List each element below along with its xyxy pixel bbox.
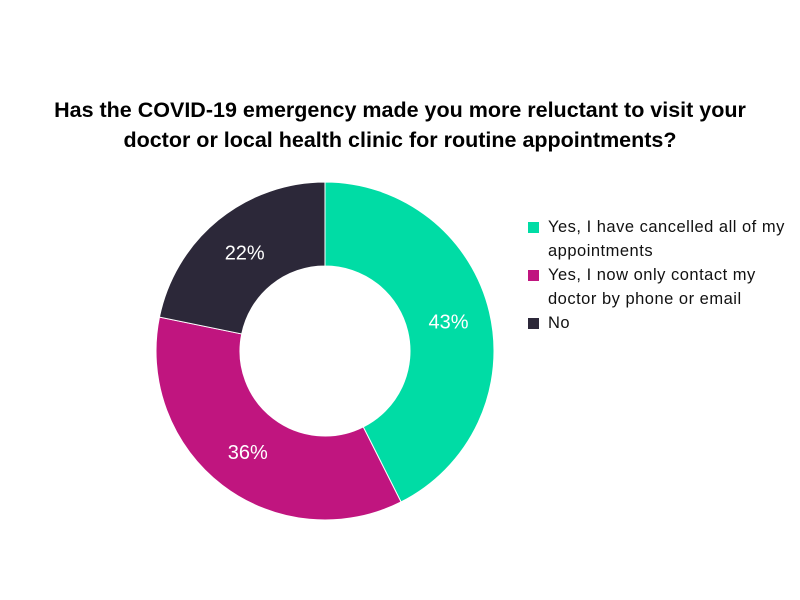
- legend-swatch: [528, 270, 539, 281]
- legend-label: Yes, I now only contact my doctor by pho…: [548, 266, 756, 308]
- chart-title-line-1: Has the COVID-19 emergency made you more…: [54, 98, 746, 122]
- chart-title-line-2: doctor or local health clinic for routin…: [123, 128, 677, 152]
- slice-phone-email: [155, 316, 402, 521]
- legend-item-no: No: [528, 311, 798, 335]
- legend-item-phone-email: Yes, I now only contact my doctor by pho…: [528, 263, 798, 311]
- slice-cancelled: [324, 181, 495, 503]
- legend: Yes, I have cancelled all of my appointm…: [528, 215, 798, 335]
- legend-swatch: [528, 318, 539, 329]
- legend-label: No: [548, 314, 571, 332]
- legend-label: Yes, I have cancelled all of my appointm…: [548, 218, 785, 260]
- slice-no: [158, 181, 326, 335]
- data-label: 43%: [429, 312, 469, 334]
- chart-title: Has the COVID-19 emergency made you more…: [0, 95, 800, 155]
- legend-swatch: [528, 222, 539, 233]
- data-label: 36%: [228, 442, 268, 464]
- data-label: 22%: [225, 243, 265, 265]
- legend-item-cancelled: Yes, I have cancelled all of my appointm…: [528, 215, 798, 263]
